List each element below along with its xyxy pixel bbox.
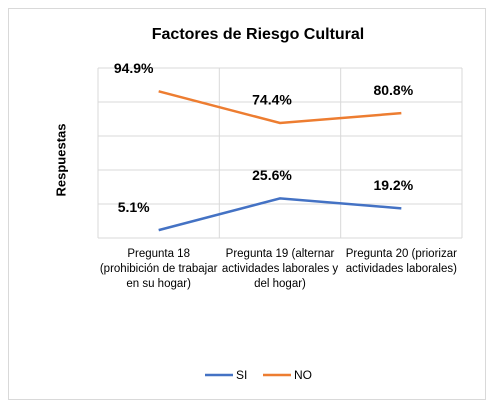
chart-title: Factores de Riesgo Cultural	[152, 26, 365, 43]
x-tick-label: Pregunta 20 (priorizar actividades labor…	[345, 248, 457, 275]
x-tick-label: Pregunta 18 (prohibición de trabajar en …	[99, 248, 218, 290]
y-axis-label: Respuestas	[53, 124, 68, 197]
data-label: 25.6%	[252, 167, 292, 183]
data-label: 74.4%	[252, 92, 292, 108]
legend-label: SI	[236, 368, 247, 382]
line-series	[158, 197, 402, 232]
x-tick-label: Pregunta 19 (alternar actividades labora…	[221, 248, 339, 290]
legend-label: NO	[294, 368, 312, 382]
data-label: 94.9%	[114, 60, 154, 76]
data-label: 5.1%	[118, 199, 150, 215]
line-series	[158, 90, 402, 125]
data-label: 19.2%	[373, 177, 413, 193]
data-label: 80.8%	[373, 82, 413, 98]
